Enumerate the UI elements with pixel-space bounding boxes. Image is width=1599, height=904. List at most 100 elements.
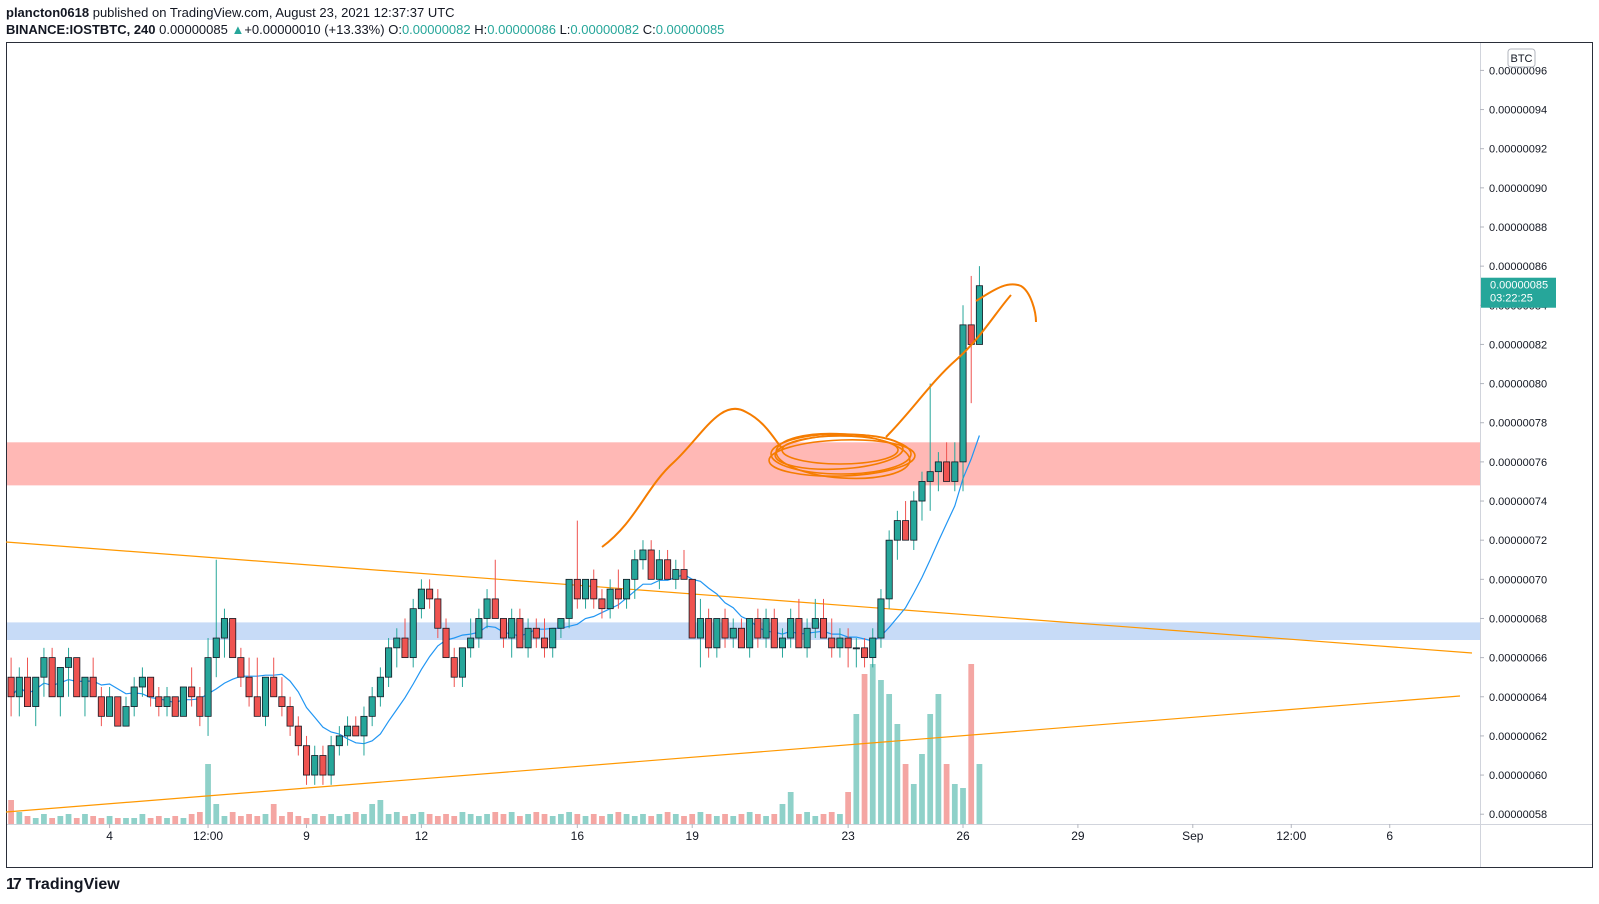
- time-axis[interactable]: 4 12:00 9 12 16 19 23 26 29 Sep 12:00 6: [106, 824, 1393, 843]
- candle[interactable]: [524, 618, 532, 658]
- publisher-username[interactable]: plancton0618: [6, 5, 90, 20]
- candle[interactable]: [32, 676, 40, 727]
- candle[interactable]: [130, 677, 138, 717]
- candle[interactable]: [15, 667, 23, 717]
- candle[interactable]: [787, 608, 795, 648]
- candle[interactable]: [344, 716, 352, 746]
- candle[interactable]: [918, 471, 926, 521]
- candle[interactable]: [89, 657, 97, 698]
- candle[interactable]: [943, 442, 951, 482]
- candle[interactable]: [885, 530, 893, 609]
- candle[interactable]: [959, 305, 967, 492]
- candle[interactable]: [721, 608, 729, 648]
- candle[interactable]: [237, 647, 245, 687]
- candle[interactable]: [647, 540, 655, 580]
- candle[interactable]: [778, 628, 786, 658]
- descending-trendline[interactable]: [6, 541, 1473, 654]
- candle[interactable]: [48, 647, 56, 698]
- candle[interactable]: [393, 628, 401, 668]
- candle[interactable]: [696, 598, 704, 668]
- candle[interactable]: [631, 549, 639, 599]
- candle[interactable]: [532, 618, 540, 648]
- candle[interactable]: [836, 628, 844, 658]
- candle[interactable]: [951, 442, 959, 492]
- candle[interactable]: [245, 657, 253, 707]
- candle[interactable]: [680, 549, 688, 580]
- candle[interactable]: [819, 598, 828, 639]
- candle[interactable]: [270, 657, 278, 698]
- candle[interactable]: [754, 608, 762, 648]
- candle[interactable]: [196, 686, 204, 727]
- candle[interactable]: [737, 618, 745, 649]
- candle[interactable]: [147, 676, 155, 707]
- candle[interactable]: [762, 608, 770, 648]
- currency-badge[interactable]: BTC: [1507, 48, 1536, 68]
- candle[interactable]: [803, 618, 811, 658]
- zone-resistance[interactable]: [7, 442, 1480, 486]
- candle[interactable]: [352, 716, 360, 737]
- price-chart[interactable]: 0.00000096 0.00000094 0.00000092 0.00000090…: [6, 42, 1593, 868]
- candle[interactable]: [770, 608, 778, 649]
- candle[interactable]: [902, 501, 910, 541]
- ascending-trendline[interactable]: [6, 695, 1461, 813]
- drawn-circle-scribble[interactable]: [768, 429, 916, 482]
- candle[interactable]: [253, 657, 261, 717]
- tradingview-logo[interactable]: 17 TradingView: [6, 876, 120, 894]
- candle[interactable]: [368, 686, 376, 727]
- candle[interactable]: [220, 608, 228, 658]
- candle[interactable]: [508, 608, 516, 658]
- candle[interactable]: [458, 647, 466, 687]
- candle[interactable]: [286, 696, 294, 736]
- candle[interactable]: [926, 383, 934, 511]
- candle[interactable]: [861, 638, 869, 668]
- candle[interactable]: [877, 589, 885, 648]
- candle[interactable]: [417, 579, 425, 619]
- candle[interactable]: [590, 569, 598, 609]
- candle[interactable]: [65, 647, 73, 697]
- hand-drawn-annotations[interactable]: [601, 283, 1037, 548]
- candle[interactable]: [467, 618, 475, 658]
- candle[interactable]: [442, 618, 450, 659]
- candle[interactable]: [582, 578, 590, 609]
- candle[interactable]: [122, 696, 130, 727]
- candle[interactable]: [229, 618, 237, 659]
- candle[interactable]: [294, 716, 302, 756]
- candle[interactable]: [426, 579, 434, 609]
- candle[interactable]: [705, 608, 713, 658]
- candle[interactable]: [869, 628, 877, 668]
- candle[interactable]: [278, 677, 286, 717]
- candle[interactable]: [606, 579, 614, 619]
- candle[interactable]: [311, 745, 319, 785]
- candle[interactable]: [828, 618, 836, 658]
- candle[interactable]: [516, 608, 524, 649]
- candle[interactable]: [155, 686, 163, 717]
- candle[interactable]: [360, 706, 368, 756]
- candle[interactable]: [171, 696, 179, 717]
- candle[interactable]: [106, 686, 114, 717]
- candle[interactable]: [138, 667, 146, 697]
- candle[interactable]: [40, 647, 48, 697]
- drawn-projection-arc[interactable]: [975, 283, 1037, 323]
- candle[interactable]: [163, 686, 171, 717]
- candle[interactable]: [335, 726, 343, 756]
- candle[interactable]: [614, 569, 622, 609]
- candle[interactable]: [450, 647, 458, 687]
- candle[interactable]: [97, 686, 105, 727]
- candle[interactable]: [376, 667, 384, 707]
- candle[interactable]: [303, 735, 311, 785]
- candle[interactable]: [655, 549, 663, 590]
- candle[interactable]: [56, 667, 64, 717]
- symbol-name[interactable]: BINANCE:IOSTBTC, 240: [6, 22, 156, 37]
- candle[interactable]: [401, 618, 409, 659]
- candle[interactable]: [934, 452, 942, 492]
- candle[interactable]: [475, 608, 483, 648]
- candle[interactable]: [729, 618, 737, 648]
- candle[interactable]: [549, 627, 557, 658]
- candle[interactable]: [713, 618, 721, 658]
- candle[interactable]: [639, 540, 647, 570]
- candle[interactable]: [179, 686, 187, 717]
- candle[interactable]: [23, 657, 32, 707]
- candle[interactable]: [319, 745, 327, 785]
- candle[interactable]: [212, 559, 220, 678]
- candle[interactable]: [811, 598, 819, 639]
